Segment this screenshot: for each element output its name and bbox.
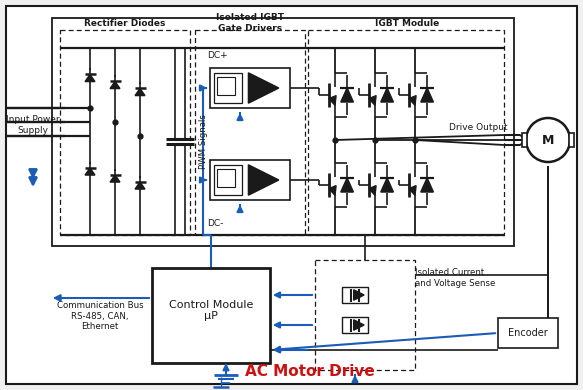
Polygon shape <box>341 88 353 102</box>
Bar <box>214 73 242 103</box>
Polygon shape <box>354 320 364 330</box>
Polygon shape <box>85 168 95 175</box>
Bar <box>308 30 504 235</box>
Bar <box>342 317 368 333</box>
Text: Communication Bus
RS-485, CAN,
Ethernet: Communication Bus RS-485, CAN, Ethernet <box>57 301 143 331</box>
Polygon shape <box>248 165 279 195</box>
Text: Rectifier Diodes: Rectifier Diodes <box>85 18 166 28</box>
Polygon shape <box>369 186 376 195</box>
Text: Isolated IGBT
Gate Drivers: Isolated IGBT Gate Drivers <box>216 13 284 33</box>
Bar <box>210 68 290 108</box>
Polygon shape <box>369 96 376 105</box>
Polygon shape <box>354 290 364 300</box>
Polygon shape <box>329 186 336 195</box>
Polygon shape <box>341 178 353 192</box>
Text: Drive Output: Drive Output <box>449 124 507 133</box>
Polygon shape <box>85 74 95 82</box>
Text: M: M <box>542 133 554 147</box>
Bar <box>152 268 270 363</box>
Bar <box>217 77 234 95</box>
Bar <box>522 133 527 147</box>
Polygon shape <box>421 88 433 102</box>
Text: IGBT Module: IGBT Module <box>375 18 439 28</box>
Bar <box>315 260 415 370</box>
Polygon shape <box>110 82 120 89</box>
Polygon shape <box>329 96 336 105</box>
Polygon shape <box>110 175 120 182</box>
Bar <box>342 287 368 303</box>
Bar <box>214 165 242 195</box>
Text: Encoder: Encoder <box>508 328 548 338</box>
Bar <box>498 318 558 348</box>
Bar <box>195 30 305 235</box>
Bar <box>60 30 190 235</box>
Text: Control Module
μP: Control Module μP <box>169 300 253 321</box>
Polygon shape <box>381 178 394 192</box>
Bar <box>569 133 574 147</box>
Circle shape <box>526 118 570 162</box>
Polygon shape <box>135 89 145 96</box>
Polygon shape <box>135 182 145 189</box>
Bar <box>210 160 290 200</box>
Bar <box>217 169 234 187</box>
Text: DC+: DC+ <box>207 50 227 60</box>
Polygon shape <box>381 88 394 102</box>
Bar <box>52 18 514 246</box>
Polygon shape <box>409 96 416 105</box>
Text: DC-: DC- <box>207 219 223 228</box>
Polygon shape <box>409 186 416 195</box>
Text: PWM Signals: PWM Signals <box>198 114 208 169</box>
Polygon shape <box>248 73 279 103</box>
Text: Input Power
Supply: Input Power Supply <box>6 115 60 135</box>
Text: Isolated Current
and Voltage Sense: Isolated Current and Voltage Sense <box>415 268 496 288</box>
Text: AC Motor Drive: AC Motor Drive <box>245 365 375 379</box>
Polygon shape <box>421 178 433 192</box>
